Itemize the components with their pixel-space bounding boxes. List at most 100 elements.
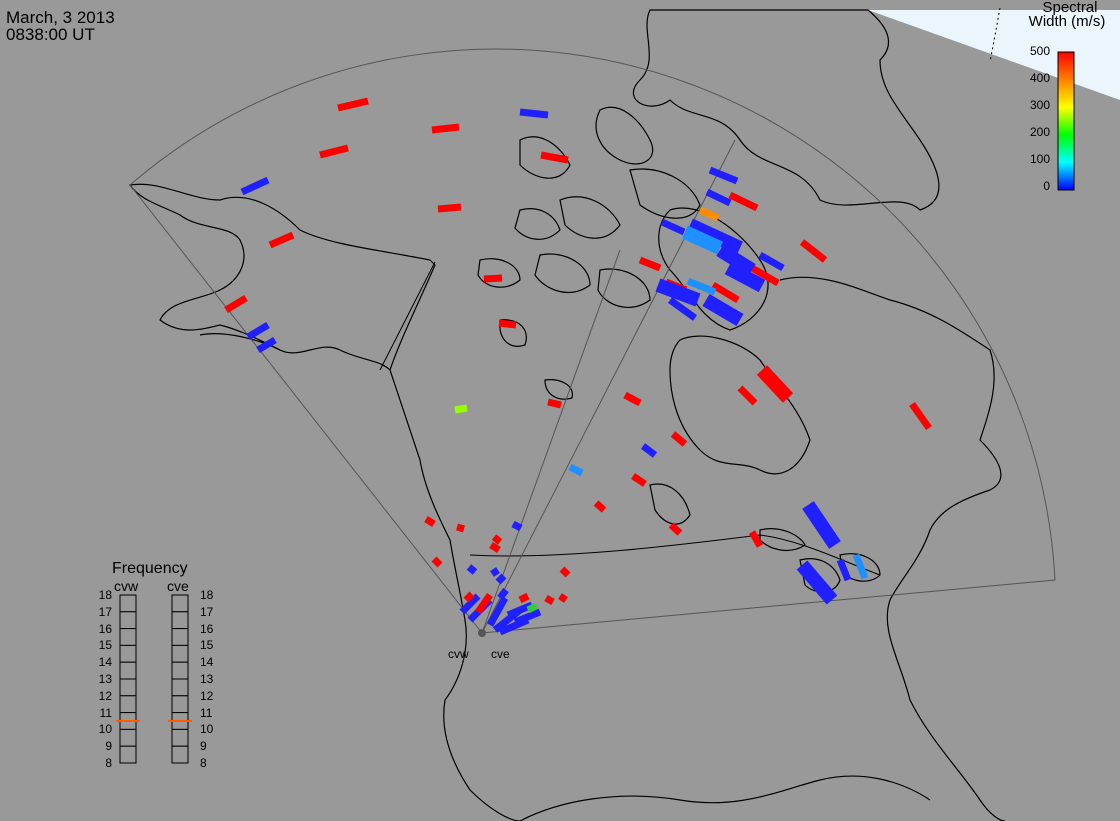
frequency-box [171,678,189,697]
frequency-box [171,644,189,663]
scatter-echo [424,516,436,527]
scatter-echo [475,592,493,615]
scatter-echo [748,530,764,548]
frequency-tick: 11 [99,705,112,720]
scatter-echo [593,500,607,513]
scatter-echo [698,206,720,222]
frequency-tick: 14 [200,655,214,670]
frequency-box [119,728,137,747]
frequency-radar-name: cve [167,578,189,594]
scatter-echo [466,564,478,575]
scatter-echo [456,523,465,533]
scatter-echo [519,108,549,119]
scatter-echo [431,123,460,134]
borders [379,261,881,576]
scatter-echo [660,218,686,236]
colorbar-tick: 300 [1029,98,1050,112]
scatter-echo [638,256,662,272]
date-label: March, 3 2013 [6,8,115,27]
scatter-echo [256,336,277,354]
frequency-tick: 10 [98,722,112,737]
scatter-echo [909,401,932,431]
frequency-box [171,728,189,747]
scatter-echo [246,321,270,341]
colorbar-tick: 200 [1029,125,1050,139]
colorbar-title-line2: Width (m/s) [1028,13,1106,30]
scatter-echo [558,593,568,603]
scatter-echo [682,225,723,255]
frequency-tick: 11 [200,705,213,720]
frequency-tick: 9 [105,739,112,754]
scatter-echo [544,594,555,606]
scatter-echo [486,596,509,627]
scatter-echo [667,297,698,321]
frequency-box [171,695,189,714]
scatter-echo [511,520,523,532]
frequency-box [171,628,189,646]
colorbar-tick: 0 [1043,179,1050,193]
frequency-tick: 13 [98,672,112,686]
scatter-echo [756,365,794,403]
scatter-echo [836,558,852,582]
frequency-tick: 14 [98,655,112,670]
frequency-tick: 8 [105,756,112,770]
frequency-box [119,678,137,697]
scatter-echo [631,473,647,487]
scatter-echo [498,319,517,329]
frequency-box [119,611,137,630]
scatter-echo [758,251,785,272]
colorbar-tick: 400 [1029,71,1050,85]
fov-outer-boundary [129,48,1056,634]
frequency-box [119,628,137,646]
frequency-box [119,695,137,714]
scatter-echo [708,166,739,185]
scatter-echo [728,191,759,212]
frequency-tick: 9 [200,739,207,754]
scatter-echo [540,151,569,164]
colorbar-tick: 100 [1029,152,1050,166]
scatter-echo [670,431,688,447]
frequency-box [119,594,137,613]
scatter-echo [568,463,584,477]
frequency-box [119,661,137,680]
terminator-region [868,10,1120,100]
scatter-echo [705,188,732,207]
scatter-echo [640,443,658,458]
frequency-panel [116,594,192,764]
scatter-echo [513,608,542,626]
scatter-echoes [224,97,932,636]
scatter-echo [750,264,780,287]
scatter-echo [716,244,756,276]
scatter-echo [240,176,270,196]
frequency-tick: 10 [200,722,214,737]
frequency-box [119,644,137,663]
scatter-echo [655,278,701,307]
scatter-echo [463,591,475,603]
frequency-tick: 16 [98,621,112,636]
frequency-tick: 15 [200,638,214,653]
scatter-echo [702,293,744,327]
site-label-cve: cve [491,647,510,661]
scatter-echo [796,560,838,605]
scatter-echo [547,398,562,409]
frequency-tick: 16 [200,621,214,636]
scatter-echo [686,277,717,296]
frequency-tick: 18 [200,588,214,602]
scatter-echo [799,239,828,263]
scatter-echo [518,592,530,604]
scatter-echo [559,566,571,578]
scatter-echo [802,501,841,549]
scatter-echo [737,385,758,406]
colorbar-title-line1: Spectral [1042,0,1098,16]
frequency-box [171,661,189,680]
scatter-echo [490,567,500,577]
frequency-tick: 13 [200,672,214,686]
coastlines [128,9,1006,821]
frequency-tick: 12 [200,688,214,703]
scatter-echo [668,522,683,536]
scatter-echo [852,553,869,580]
colorbar [1057,51,1075,191]
scatter-echo [489,542,501,553]
scatter-echo [491,534,503,545]
